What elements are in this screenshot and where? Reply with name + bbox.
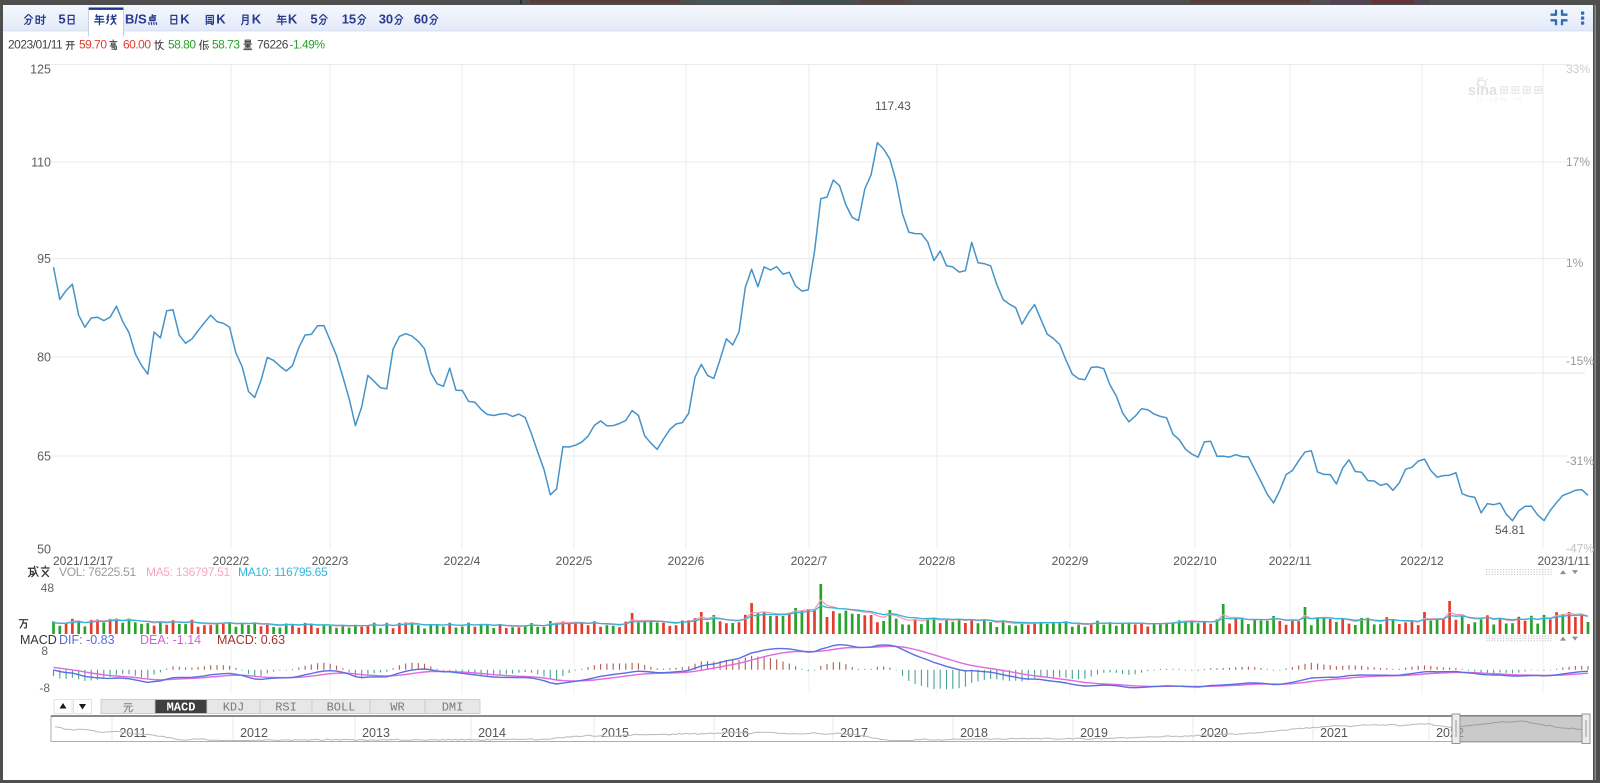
svg-text:15: 15 xyxy=(342,12,356,27)
svg-text:2018: 2018 xyxy=(960,726,988,740)
svg-text:65: 65 xyxy=(37,450,51,464)
svg-text:8: 8 xyxy=(41,644,48,658)
svg-text:2022/2: 2022/2 xyxy=(213,554,250,568)
svg-text:2020: 2020 xyxy=(1200,726,1228,740)
svg-text:2012: 2012 xyxy=(240,726,268,740)
svg-text:RSI: RSI xyxy=(275,701,297,715)
svg-text:2022/6: 2022/6 xyxy=(668,554,705,568)
svg-text:2022/3: 2022/3 xyxy=(312,554,349,568)
svg-text:125: 125 xyxy=(30,63,51,77)
svg-text:48: 48 xyxy=(41,581,55,595)
svg-text:MA10: 116795.65: MA10: 116795.65 xyxy=(238,565,328,579)
svg-text:2022/4: 2022/4 xyxy=(444,554,481,568)
svg-text:2019: 2019 xyxy=(1080,726,1108,740)
svg-text:2014: 2014 xyxy=(478,726,506,740)
svg-text:-31%: -31% xyxy=(1566,454,1594,468)
svg-text:2022/9: 2022/9 xyxy=(1052,554,1089,568)
svg-text:58.80: 58.80 xyxy=(168,38,196,52)
svg-text:2023/01/11: 2023/01/11 xyxy=(8,38,63,52)
svg-text:MACD: MACD xyxy=(167,701,196,715)
svg-text:2022/8: 2022/8 xyxy=(919,554,956,568)
svg-text:DIF: -0.83: DIF: -0.83 xyxy=(59,633,115,647)
svg-text:110: 110 xyxy=(31,156,51,170)
svg-text:sina: sina xyxy=(1468,83,1498,99)
svg-text:-8: -8 xyxy=(39,681,50,695)
svg-text:K: K xyxy=(288,12,298,27)
svg-text:K: K xyxy=(252,12,262,27)
svg-text:WR: WR xyxy=(390,701,404,715)
svg-text:BOLL: BOLL xyxy=(327,701,356,715)
svg-text:54.81: 54.81 xyxy=(1495,523,1525,537)
svg-text:2022/7: 2022/7 xyxy=(791,554,828,568)
svg-text:2017: 2017 xyxy=(840,726,868,740)
svg-text:30: 30 xyxy=(379,12,393,27)
svg-text:17%: 17% xyxy=(1566,155,1590,169)
svg-text:DMI: DMI xyxy=(442,701,464,715)
svg-text:95: 95 xyxy=(37,252,51,266)
svg-text:DEA: -1.14: DEA: -1.14 xyxy=(140,633,201,647)
svg-text:-47%: -47% xyxy=(1566,542,1594,556)
svg-text:-1.49%: -1.49% xyxy=(290,38,326,52)
svg-text:2021/12/17: 2021/12/17 xyxy=(53,554,113,568)
svg-text:2022/12: 2022/12 xyxy=(1400,554,1444,568)
svg-text:76226: 76226 xyxy=(257,38,289,52)
svg-text:KDJ: KDJ xyxy=(223,701,245,715)
svg-text:2022/5: 2022/5 xyxy=(556,554,593,568)
svg-text:33%: 33% xyxy=(1566,62,1590,76)
svg-text:5: 5 xyxy=(58,12,65,27)
svg-text:2022/10: 2022/10 xyxy=(1173,554,1217,568)
svg-text:2022/11: 2022/11 xyxy=(1269,554,1312,568)
svg-text:60.00: 60.00 xyxy=(123,38,151,52)
svg-text:B/S: B/S xyxy=(125,12,147,27)
svg-text:50: 50 xyxy=(37,543,51,557)
svg-text:5: 5 xyxy=(310,12,317,27)
svg-text:2021: 2021 xyxy=(1320,726,1348,740)
svg-text:60: 60 xyxy=(414,12,428,27)
svg-text:MACD: 0.63: MACD: 0.63 xyxy=(217,633,285,647)
svg-text:58.73: 58.73 xyxy=(212,38,240,52)
svg-text:K: K xyxy=(180,12,190,27)
svg-text:1%: 1% xyxy=(1566,256,1584,270)
svg-text:K: K xyxy=(216,12,226,27)
svg-text:-15%: -15% xyxy=(1566,354,1594,368)
svg-text:59.70: 59.70 xyxy=(79,38,107,52)
svg-text:117.43: 117.43 xyxy=(875,99,911,113)
svg-text:2023/1/11: 2023/1/11 xyxy=(1538,554,1591,568)
svg-text:MA5: 136797.51: MA5: 136797.51 xyxy=(146,565,230,579)
svg-text:MACD: MACD xyxy=(20,633,57,647)
svg-text:2015: 2015 xyxy=(601,726,629,740)
svg-text:2011: 2011 xyxy=(120,726,147,740)
svg-text:2013: 2013 xyxy=(362,726,390,740)
svg-text:VOL: 76225.51: VOL: 76225.51 xyxy=(59,565,136,579)
svg-text:| i - - | w mr - - rn: | i - - | w mr - - rn xyxy=(1477,97,1521,103)
svg-text:80: 80 xyxy=(37,351,51,365)
